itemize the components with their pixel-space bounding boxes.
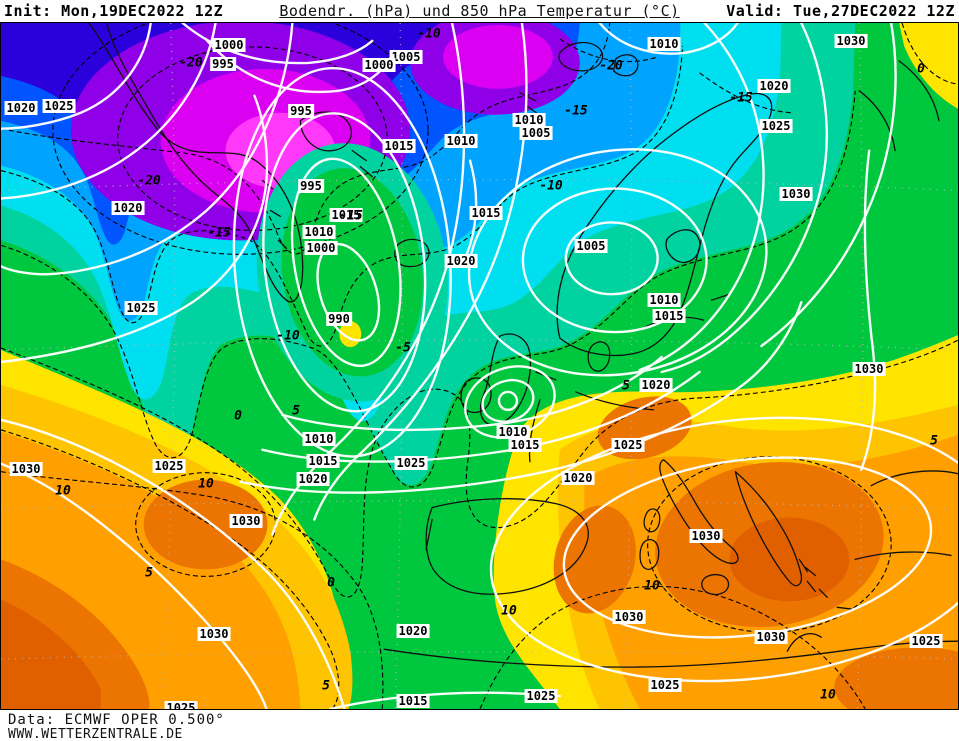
temperature-label: 10 [644, 578, 660, 594]
pressure-label: 1015 [396, 694, 430, 708]
pressure-label: 1010 [647, 293, 681, 307]
pressure-label: 1020 [396, 624, 430, 638]
pressure-label: 1025 [759, 119, 793, 133]
pressure-label: 1010 [444, 134, 478, 148]
map-canvas: 1000 995 1005 1000 1010 1030 1020 1025 1025 1020 9… [0, 22, 959, 710]
pressure-label: 1025 [124, 301, 158, 315]
website-text: WWW.WETTERZENTRALE.DE [8, 727, 183, 741]
pressure-label: 1005 [519, 126, 553, 140]
pressure-label: 1025 [524, 689, 558, 703]
footer-bar: Data: ECMWF OPER 0.500° WWW.WETTERZENTRA… [0, 710, 959, 741]
pressure-label: 1010 [496, 425, 530, 439]
pressure-label: 1030 [834, 34, 868, 48]
pressure-label: 1030 [197, 627, 231, 641]
pressure-label: 995 [210, 57, 236, 71]
map-labels-layer: 1000 995 1005 1000 1010 1030 1020 1025 1025 1020 9… [1, 23, 958, 709]
temperature-label: 5 [622, 378, 630, 394]
temperature-label: -5 [395, 340, 411, 356]
pressure-label: 1005 [389, 50, 423, 64]
valid-datetime: Valid: Tue,27DEC2022 12Z [726, 2, 955, 20]
pressure-label: 1020 [296, 472, 330, 486]
pressure-label: 1010 [512, 113, 546, 127]
data-source-text: Data: ECMWF OPER 0.500° [8, 712, 225, 728]
init-datetime: Init: Mon,19DEC2022 12Z [4, 2, 224, 20]
temperature-label: -15 [729, 90, 753, 106]
pressure-label: 1030 [612, 610, 646, 624]
pressure-label: 1015 [508, 438, 542, 452]
temperature-label: 5 [930, 433, 938, 449]
pressure-label: 1030 [852, 362, 886, 376]
temperature-label: -15 [207, 225, 231, 241]
temperature-label: 10 [55, 483, 71, 499]
temperature-label: -20 [179, 55, 203, 71]
temperature-label: -20 [137, 173, 161, 189]
pressure-label: 1015 [329, 208, 363, 222]
pressure-label: 1025 [164, 701, 198, 709]
pressure-label: 1030 [689, 529, 723, 543]
pressure-label: 990 [326, 312, 352, 326]
pressure-label: 1000 [362, 58, 396, 72]
temperature-label: -10 [276, 328, 300, 344]
temperature-label: 10 [820, 687, 836, 703]
pressure-label: 1020 [757, 79, 791, 93]
temperature-label: 0 [234, 408, 242, 424]
temperature-label: 10 [501, 603, 517, 619]
temperature-label: -15 [339, 208, 363, 224]
pressure-label: 1010 [302, 432, 336, 446]
temperature-label: 0 [917, 61, 925, 77]
pressure-label: 1015 [652, 309, 686, 323]
pressure-label: 1025 [909, 634, 943, 648]
temperature-label: 0 [327, 575, 335, 591]
pressure-label: 1030 [229, 514, 263, 528]
temperature-field [1, 23, 958, 709]
temperature-label: -20 [599, 58, 623, 74]
pressure-label: 1015 [382, 139, 416, 153]
graticule [1, 23, 958, 709]
pressure-label: 1005 [574, 239, 608, 253]
temperature-label: -10 [417, 26, 441, 42]
temperature-label: 5 [292, 403, 300, 419]
header-bar: Init: Mon,19DEC2022 12Z Bodendr. (hPa) u… [0, 0, 959, 22]
pressure-label: 1020 [639, 378, 673, 392]
pressure-label: 1025 [152, 459, 186, 473]
weather-map-graphic [1, 23, 958, 709]
pressure-label: 1010 [647, 37, 681, 51]
pressure-label: 1025 [648, 678, 682, 692]
pressure-label: 1030 [754, 630, 788, 644]
pressure-label: 1000 [212, 38, 246, 52]
pressure-label: 1025 [611, 438, 645, 452]
pressure-label: 1020 [111, 201, 145, 215]
pressure-label: 1015 [469, 206, 503, 220]
pressure-label: 1030 [779, 187, 813, 201]
pressure-label: 995 [298, 179, 324, 193]
pressure-label: 1010 [302, 225, 336, 239]
temperature-label: 10 [198, 476, 214, 492]
pressure-label: 1025 [394, 456, 428, 470]
temperature-label: 5 [322, 678, 330, 694]
temperature-label: -15 [564, 103, 588, 119]
pressure-label: 1015 [306, 454, 340, 468]
pressure-label: 1020 [4, 101, 38, 115]
pressure-label: 1020 [444, 254, 478, 268]
pressure-label: 1025 [42, 99, 76, 113]
page-title: Bodendr. (hPa) und 850 hPa Temperatur (°… [279, 2, 680, 20]
temperature-label: 5 [145, 565, 153, 581]
temperature-label: -10 [539, 178, 563, 194]
pressure-label: 1030 [9, 462, 43, 476]
pressure-label: 1020 [561, 471, 595, 485]
pressure-label: 995 [288, 104, 314, 118]
pressure-label: 1000 [304, 241, 338, 255]
